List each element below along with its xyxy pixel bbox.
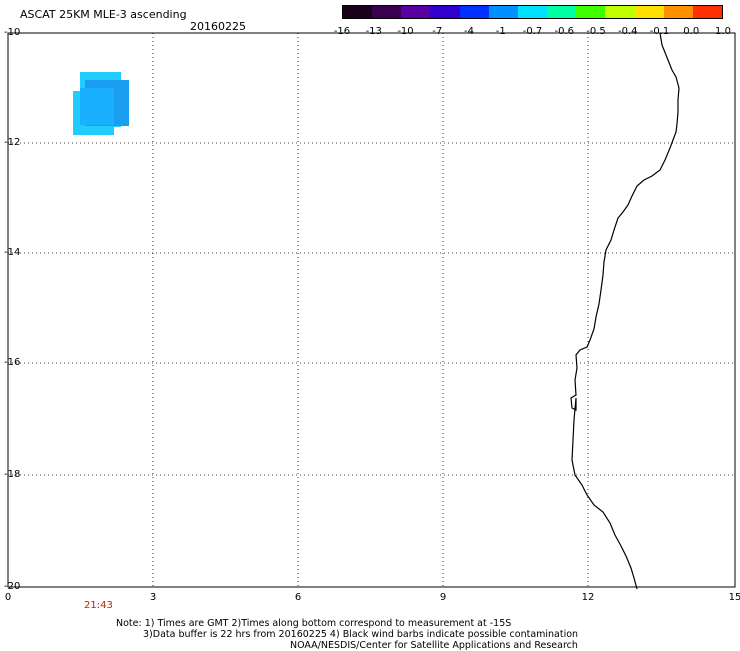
colorbar-swatch xyxy=(692,6,723,18)
colorbar-swatch xyxy=(605,6,635,18)
colorbar-label: -1 xyxy=(495,26,506,37)
x-tick-label: 9 xyxy=(439,592,447,603)
coastline xyxy=(570,32,680,590)
y-tick-label: -20 xyxy=(4,581,21,592)
colorbar-swatch xyxy=(517,6,548,18)
y-tick-label: -18 xyxy=(4,469,21,480)
map-date: 20160225 xyxy=(190,20,246,33)
colorbar-swatch xyxy=(372,6,402,18)
colorbar-label: -0.7 xyxy=(522,26,543,37)
colorbar-label: -16 xyxy=(333,26,351,37)
colorbar-label: -13 xyxy=(365,26,382,37)
colorbar-swatch xyxy=(459,6,489,18)
colorbar xyxy=(342,5,723,19)
colorbar-swatch xyxy=(488,6,518,18)
map-title: ASCAT 25KM MLE-3 ascending xyxy=(20,8,187,21)
note-line-1: Note: 1) Times are GMT 2)Times along bot… xyxy=(116,618,512,629)
colorbar-label: -4 xyxy=(464,26,474,37)
time-label: 21:43 xyxy=(84,600,113,611)
colorbar-label: -10 xyxy=(397,26,414,37)
y-tick-label: -12 xyxy=(4,137,21,148)
y-tick-label: -16 xyxy=(4,357,21,368)
grid-lines xyxy=(8,33,735,587)
colorbar-label: -0.6 xyxy=(554,26,575,37)
colorbar-label: 1.0 xyxy=(715,26,731,37)
colorbar-swatch xyxy=(576,6,606,18)
x-tick-label: 0 xyxy=(4,592,12,603)
note-line-3: NOAA/NESDIS/Center for Satellite Applica… xyxy=(290,640,578,651)
colorbar-label: 0.0 xyxy=(683,26,700,37)
colorbar-swatch xyxy=(634,6,664,18)
colorbar-label: -0.5 xyxy=(586,26,606,37)
colorbar-swatch xyxy=(547,6,577,18)
note-line-2: 3)Data buffer is 22 hrs from 20160225 4)… xyxy=(143,629,579,640)
colorbar-swatch xyxy=(343,6,373,18)
x-tick-label: 12 xyxy=(581,592,595,603)
colorbar-swatch xyxy=(430,6,460,18)
colorbar-label: -7 xyxy=(432,26,443,37)
colorbar-label: -0.4 xyxy=(617,26,638,37)
colorbar-label: -0.1 xyxy=(649,26,670,37)
colorbar-swatch xyxy=(401,6,431,18)
x-tick-label: 6 xyxy=(294,592,302,603)
plot-frame xyxy=(7,32,736,588)
data-patches xyxy=(73,72,129,135)
x-tick-label: 15 xyxy=(728,592,740,603)
data-patch-4 xyxy=(80,88,114,125)
x-tick-label: 3 xyxy=(149,592,157,603)
y-tick-label: -10 xyxy=(4,27,21,38)
y-tick-label: -14 xyxy=(4,247,21,258)
colorbar-swatch xyxy=(663,6,693,18)
